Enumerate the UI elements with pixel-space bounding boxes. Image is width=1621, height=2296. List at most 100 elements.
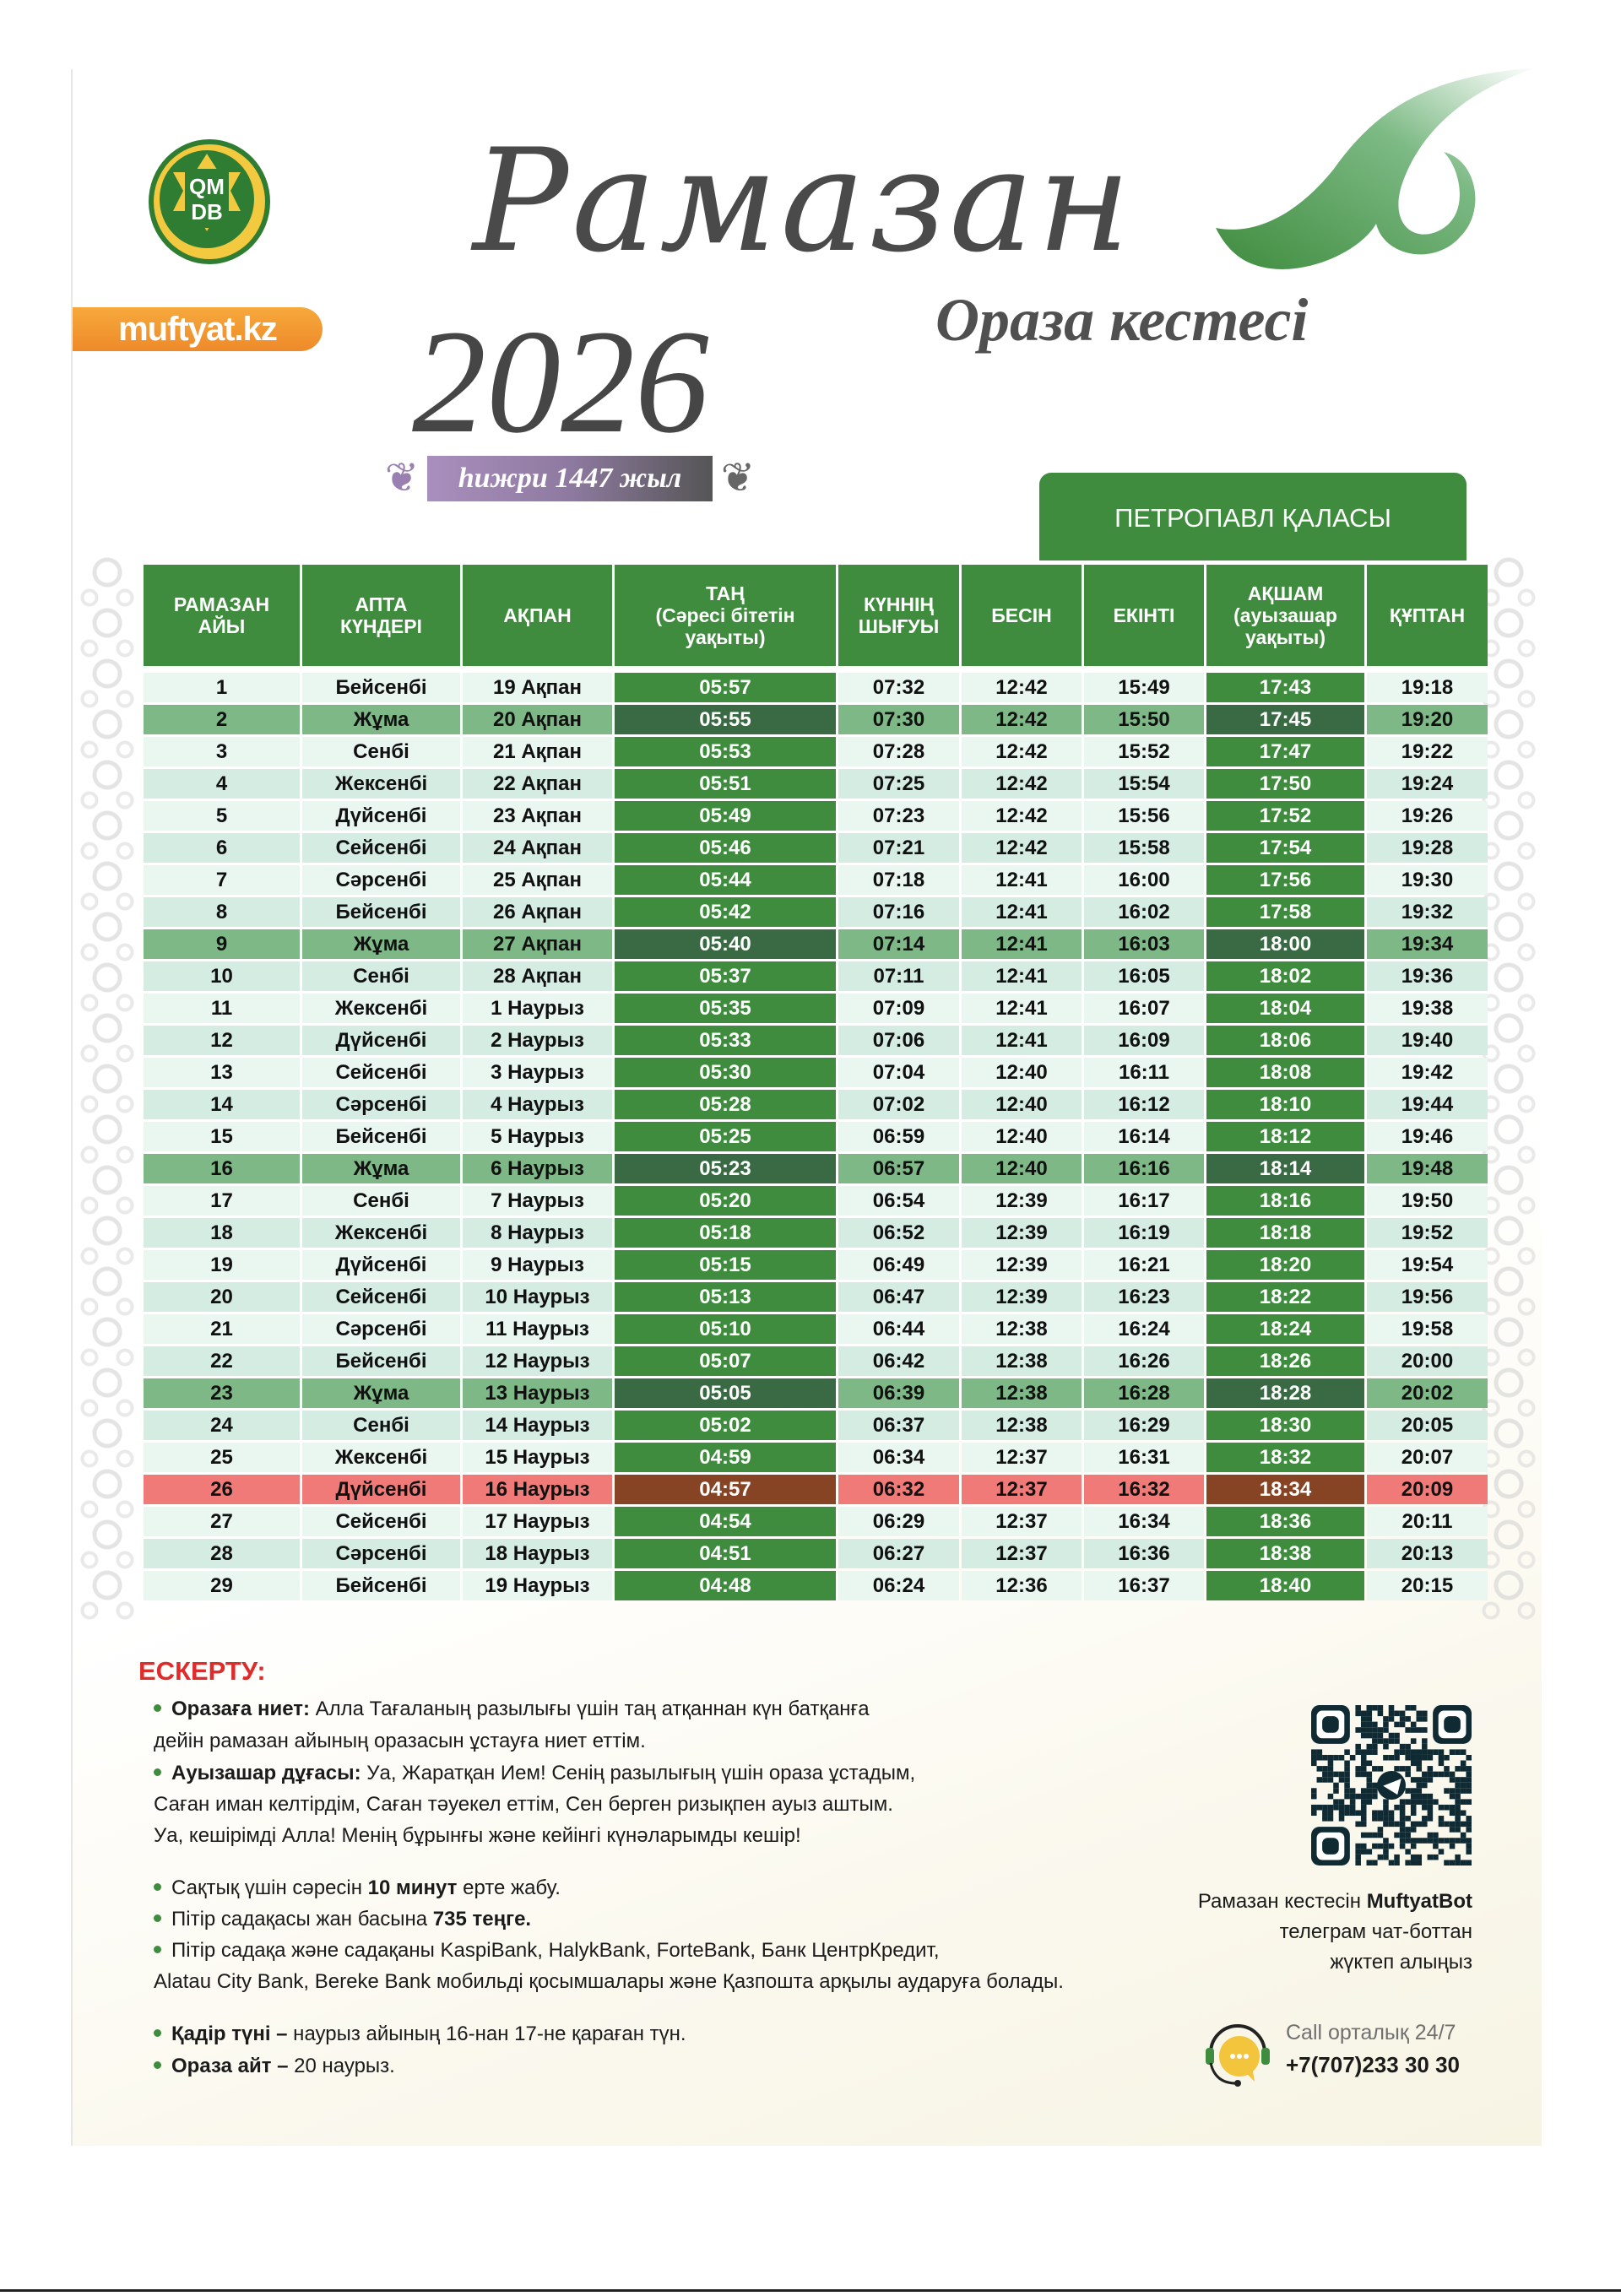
column-header: АПТА КҮНДЕРІ <box>302 565 460 666</box>
page-title: Рамазан <box>473 118 1135 284</box>
table-cell: 12:42 <box>962 673 1082 702</box>
qr-module <box>1394 1766 1400 1772</box>
website-link[interactable]: muftyat.kz <box>73 307 323 351</box>
qr-module <box>1360 1804 1367 1811</box>
bot-line-3: жүктеп алыңыз <box>1330 1951 1472 1974</box>
table-cell: Бейсенбі <box>302 897 460 927</box>
table-cell: 05:40 <box>615 929 836 959</box>
table-cell: 05:55 <box>615 705 836 734</box>
qr-module <box>1416 1710 1423 1717</box>
table-cell: 27 Ақпан <box>463 929 612 959</box>
table-cell: 17:56 <box>1206 865 1364 895</box>
qr-module <box>1449 1771 1456 1778</box>
qr-module <box>1311 1760 1317 1767</box>
table-cell: 16:26 <box>1084 1346 1204 1376</box>
table-cell: Сәрсенбі <box>302 1090 460 1119</box>
qr-module <box>1449 1804 1456 1811</box>
table-cell: 06:44 <box>838 1314 959 1344</box>
qr-module <box>1405 1727 1411 1733</box>
table-cell: 04:48 <box>615 1571 836 1600</box>
qr-module <box>1405 1788 1411 1794</box>
qr-module <box>1416 1793 1423 1800</box>
qr-module <box>1416 1777 1423 1783</box>
table-cell: 15 <box>144 1122 300 1151</box>
qr-module <box>1394 1832 1400 1838</box>
table-cell: 06:54 <box>838 1186 959 1216</box>
table-cell: 28 <box>144 1539 300 1568</box>
table-cell: 06:42 <box>838 1346 959 1376</box>
qr-module <box>1383 1738 1389 1744</box>
qr-module <box>1394 1721 1400 1728</box>
table-cell: Бейсенбі <box>302 673 460 702</box>
table-cell: 12:41 <box>962 865 1082 895</box>
qr-module <box>1338 1804 1345 1811</box>
table-cell: 18:36 <box>1206 1507 1364 1536</box>
table-cell: 04:51 <box>615 1539 836 1568</box>
qr-module <box>1383 1810 1389 1817</box>
table-cell-highlighted: 06:32 <box>838 1475 959 1504</box>
qr-module <box>1344 1810 1350 1817</box>
table-cell: 18:20 <box>1206 1250 1364 1280</box>
telegram-qr-code-icon[interactable] <box>1310 1705 1472 1866</box>
table-cell: 20:13 <box>1367 1539 1488 1568</box>
table-cell: Жексенбі <box>302 769 460 799</box>
table-cell: 24 Ақпан <box>463 833 612 863</box>
qr-module <box>1360 1799 1367 1805</box>
qr-module <box>1460 1760 1466 1767</box>
svg-text:QM: QM <box>189 174 225 199</box>
telegram-plane-icon <box>1383 1779 1401 1795</box>
bullet-icon <box>154 2061 161 2070</box>
page-subtitle: Ораза кестесі <box>935 286 1309 354</box>
qr-module <box>1444 1860 1450 1866</box>
qr-module <box>1372 1721 1378 1728</box>
qr-module <box>1449 1777 1456 1783</box>
qr-module <box>1333 1799 1339 1805</box>
qr-module <box>1366 1716 1373 1722</box>
qr-module <box>1416 1754 1423 1761</box>
qr-module <box>1427 1838 1434 1844</box>
qr-module <box>1449 1838 1456 1844</box>
qr-module <box>1322 1754 1328 1761</box>
table-cell: 16:31 <box>1084 1443 1204 1472</box>
qr-module <box>1311 1754 1317 1761</box>
qr-module <box>1427 1777 1434 1783</box>
column-header: РАМАЗАН АЙЫ <box>144 565 300 666</box>
qr-module <box>1394 1854 1400 1860</box>
ornament-left-icon: ❦ <box>384 456 420 501</box>
qr-module <box>1383 1727 1389 1733</box>
qr-module <box>1438 1760 1445 1767</box>
qr-module <box>1433 1854 1439 1860</box>
qr-module <box>1360 1849 1367 1855</box>
qr-module <box>1383 1843 1389 1849</box>
table-cell-highlighted: 04:57 <box>615 1475 836 1504</box>
table-cell: 19:18 <box>1367 673 1488 702</box>
qr-module <box>1355 1793 1361 1800</box>
table-cell: 18:24 <box>1206 1314 1364 1344</box>
qr-module <box>1377 1816 1384 1822</box>
bot-name: MuftyatBot <box>1366 1890 1472 1913</box>
qr-module <box>1360 1732 1367 1739</box>
note-label: Ораза айт – <box>171 2055 289 2077</box>
table-cell: 05:33 <box>615 1026 836 1055</box>
qr-module <box>1383 1716 1389 1722</box>
page-edge <box>71 69 73 2146</box>
qr-module <box>1405 1754 1411 1761</box>
qr-module <box>1422 1804 1428 1811</box>
table-cell: 12:40 <box>962 1058 1082 1087</box>
table-cell: Сәрсенбі <box>302 865 460 895</box>
note-label: Қадір түні – <box>171 2023 288 2045</box>
qr-module <box>1316 1777 1323 1783</box>
table-cell: 05:23 <box>615 1154 836 1183</box>
qr-module <box>1416 1749 1423 1755</box>
note-label: Оразаға ниет: <box>171 1698 310 1720</box>
table-cell: 28 Ақпан <box>463 961 612 991</box>
table-cell: 16:36 <box>1084 1539 1204 1568</box>
table-cell: 18 Наурыз <box>463 1539 612 1568</box>
call-center-phone[interactable]: +7(707)233 30 30 <box>1286 2052 1461 2077</box>
qr-module <box>1466 1843 1472 1849</box>
table-cell: 18:32 <box>1206 1443 1364 1472</box>
table-cell: 5 Наурыз <box>463 1122 612 1151</box>
table-cell: 06:39 <box>838 1378 959 1408</box>
qr-module <box>1460 1821 1466 1828</box>
qr-module <box>1344 1788 1350 1794</box>
